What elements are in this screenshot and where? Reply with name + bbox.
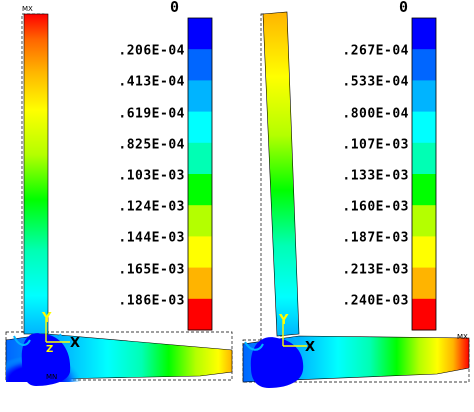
legend-swatch [412,267,436,300]
legend-swatch [412,174,436,206]
legend-bar-border [411,17,437,331]
legend-bar-border [187,17,213,331]
legend-swatch [188,236,212,269]
legend-swatch [188,18,212,50]
contour-panel-right: Y X MX 0 .267E-04 .533E-04 .800E-04 .107E-0… [237,0,474,412]
legend-zero-right: 0 [399,0,408,16]
legend-swatch [188,49,212,81]
legend-swatch [412,298,436,331]
axis-y-label-left: Y [41,311,52,326]
legend-tick-label: .107E-03 [342,137,409,153]
legend-tick-label: .240E-03 [342,293,409,309]
axis-y-label-right: Y [278,313,289,328]
axis-x-label-right: X [305,340,315,355]
legend-swatch [188,142,212,175]
legend-swatch [412,18,436,50]
min-label-left: MN [46,373,57,381]
max-label-left: MX [22,5,33,13]
legend-swatch [412,111,436,144]
legend-tick-label: .186E-03 [118,293,185,309]
legend-tick-label: .144E-03 [118,230,185,246]
contour-plot-right: Y X MX 0 [242,0,470,388]
legend-tick-label: .413E-04 [118,74,185,90]
axis-x-label-left: X [70,336,80,351]
max-label-right: MX [457,333,468,341]
legend-tick-label: .187E-03 [342,230,409,246]
legend-zero-left: 0 [170,0,179,16]
legend-tick-label: .213E-03 [342,262,409,278]
legend-swatch [188,111,212,144]
legend-tick-label: .533E-04 [342,74,409,90]
legend-tick-label: .267E-04 [342,43,409,59]
legend-tick-label: .206E-04 [118,43,185,59]
legend-tick-label: .103E-03 [118,168,185,184]
legend-swatch [412,49,436,81]
legend-tick-label: .800E-04 [342,106,409,122]
legend-swatch [188,80,212,113]
contour-plot-left: Y X Z MX MN 0 [5,0,233,386]
legend-swatch [412,80,436,113]
legend-swatch [412,236,436,269]
legend-swatch [188,298,212,331]
legend-tick-label: .619E-04 [118,106,185,122]
legend-tick-label: .124E-03 [118,199,185,215]
legend-swatch [188,267,212,300]
legend-swatch [188,205,212,237]
legend-tick-label: .825E-04 [118,137,185,153]
legend-swatch [412,142,436,175]
legend-tick-label: .160E-03 [342,199,409,215]
legend-tick-label: .165E-03 [118,262,185,278]
legend-swatch [412,205,436,237]
legend-color-bar-right [411,17,437,331]
legend-tick-label: .133E-03 [342,168,409,184]
contour-panel-left: Y X Z MX MN 0 .206E-04 .413E-04 .619E-04 .8… [5,0,233,386]
legend-color-bar-left [187,17,213,331]
legend-swatch [188,174,212,206]
axis-z-label-left: Z [46,344,53,355]
